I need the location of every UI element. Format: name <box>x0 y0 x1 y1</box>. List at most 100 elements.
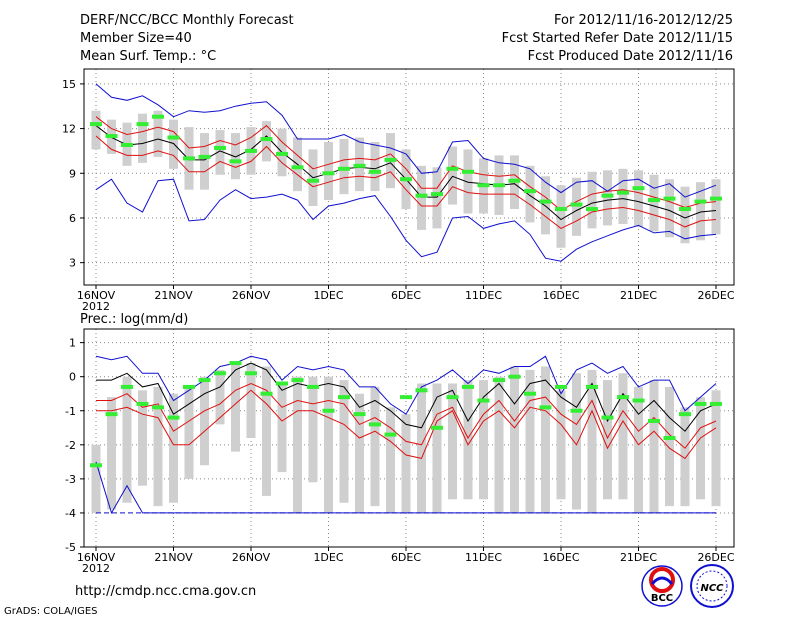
green-marker <box>462 384 474 389</box>
green-marker <box>214 371 226 376</box>
spread-box <box>184 386 194 479</box>
x-tick-label: 6DEC <box>391 289 421 302</box>
green-marker <box>291 165 304 170</box>
green-marker <box>245 371 257 376</box>
green-marker <box>229 361 242 366</box>
green-marker <box>369 169 381 174</box>
green-marker <box>415 193 428 198</box>
panel-border <box>83 328 735 548</box>
bcc-logo-swirl <box>649 567 675 593</box>
spread-box <box>634 386 643 513</box>
spread-box <box>308 376 318 483</box>
green-marker <box>322 171 335 176</box>
series-line-lower-red <box>96 389 717 460</box>
grads-credit: GrADS: COLA/IGES <box>4 606 98 617</box>
green-marker <box>601 193 614 198</box>
x-tick-label: 26NOV <box>232 551 271 564</box>
green-marker <box>198 378 211 383</box>
x-year-label: 2012 <box>82 300 110 313</box>
green-marker <box>260 137 273 142</box>
green-marker <box>322 408 335 413</box>
spread-box <box>463 380 473 500</box>
spread-box <box>153 386 163 507</box>
green-marker <box>291 378 304 383</box>
spread-box <box>525 369 535 513</box>
green-marker <box>90 122 102 127</box>
green-marker <box>384 157 397 162</box>
green-marker <box>431 425 443 430</box>
spread-box <box>231 133 240 180</box>
ncc-logo-globe <box>696 570 728 602</box>
green-marker <box>307 178 319 183</box>
spread-box <box>711 179 721 235</box>
x-tick-label: 21NOV <box>154 551 193 564</box>
spread-box <box>91 110 101 150</box>
green-marker <box>307 384 319 389</box>
green-marker <box>384 432 397 437</box>
spread-box <box>494 376 504 513</box>
green-marker <box>570 408 583 413</box>
green-marker <box>152 405 164 410</box>
green-marker <box>152 114 164 119</box>
green-marker <box>462 169 474 174</box>
spread-box <box>603 170 612 226</box>
fcst-started-label: Fcst Started Refer Date 2012/11/15 <box>502 31 733 46</box>
green-marker <box>446 166 459 171</box>
bcc-logo-text: BCC <box>651 593 673 604</box>
spread-box <box>432 167 442 229</box>
green-marker <box>198 154 211 159</box>
spread-box <box>618 168 628 224</box>
green-marker <box>167 135 180 140</box>
spread-box <box>153 110 163 157</box>
y-tick-label: 15 <box>62 78 76 91</box>
y-tick-label: -1 <box>65 405 76 418</box>
green-marker <box>214 145 226 150</box>
fcst-produced-label: Fcst Produced Date 2012/11/16 <box>528 49 733 64</box>
green-marker <box>632 398 645 403</box>
green-marker <box>508 178 521 183</box>
spread-box <box>324 141 333 201</box>
green-marker <box>136 122 149 127</box>
x-tick-label: 1DEC <box>313 551 343 564</box>
spread-box <box>618 373 628 500</box>
x-tick-label: 1DEC <box>313 289 343 302</box>
spread-box <box>91 444 101 513</box>
x-tick-label: 21DEC <box>620 289 657 302</box>
spread-box <box>107 397 116 510</box>
green-marker <box>663 436 676 440</box>
green-marker <box>431 192 443 197</box>
green-marker <box>648 418 660 423</box>
series-line-upper-red <box>96 382 717 449</box>
spread-box <box>556 185 566 248</box>
green-marker <box>679 207 691 212</box>
x-tick-label: 16NOV <box>77 551 116 564</box>
spread-box <box>696 182 705 241</box>
spread-box <box>541 176 550 235</box>
spread-box <box>401 414 411 513</box>
green-marker <box>477 398 490 403</box>
green-marker <box>353 163 366 168</box>
spread-box <box>215 369 225 425</box>
bcc-logo: BCC <box>641 565 683 607</box>
spread-box <box>417 383 426 513</box>
source-url[interactable]: http://cmdp.ncc.cma.gov.cn <box>75 584 256 599</box>
green-marker <box>586 207 598 212</box>
variable-label: Mean Surf. Temp.: °C <box>80 49 216 64</box>
spread-box <box>463 149 473 214</box>
x-tick-label: 11DEC <box>465 289 502 302</box>
spread-box <box>665 386 674 507</box>
spread-box <box>711 390 721 507</box>
green-marker <box>400 395 412 400</box>
green-marker <box>493 378 505 383</box>
spread-box <box>138 113 147 163</box>
spread-box <box>510 366 519 513</box>
spread-box <box>649 380 659 513</box>
y-tick-label: -5 <box>65 541 76 554</box>
spread-box <box>432 383 442 513</box>
green-marker <box>121 384 133 389</box>
green-marker <box>353 412 366 417</box>
spread-box <box>417 165 426 230</box>
spread-box <box>215 130 225 175</box>
x-tick-label: 6DEC <box>391 551 421 564</box>
spread-box <box>200 133 209 190</box>
